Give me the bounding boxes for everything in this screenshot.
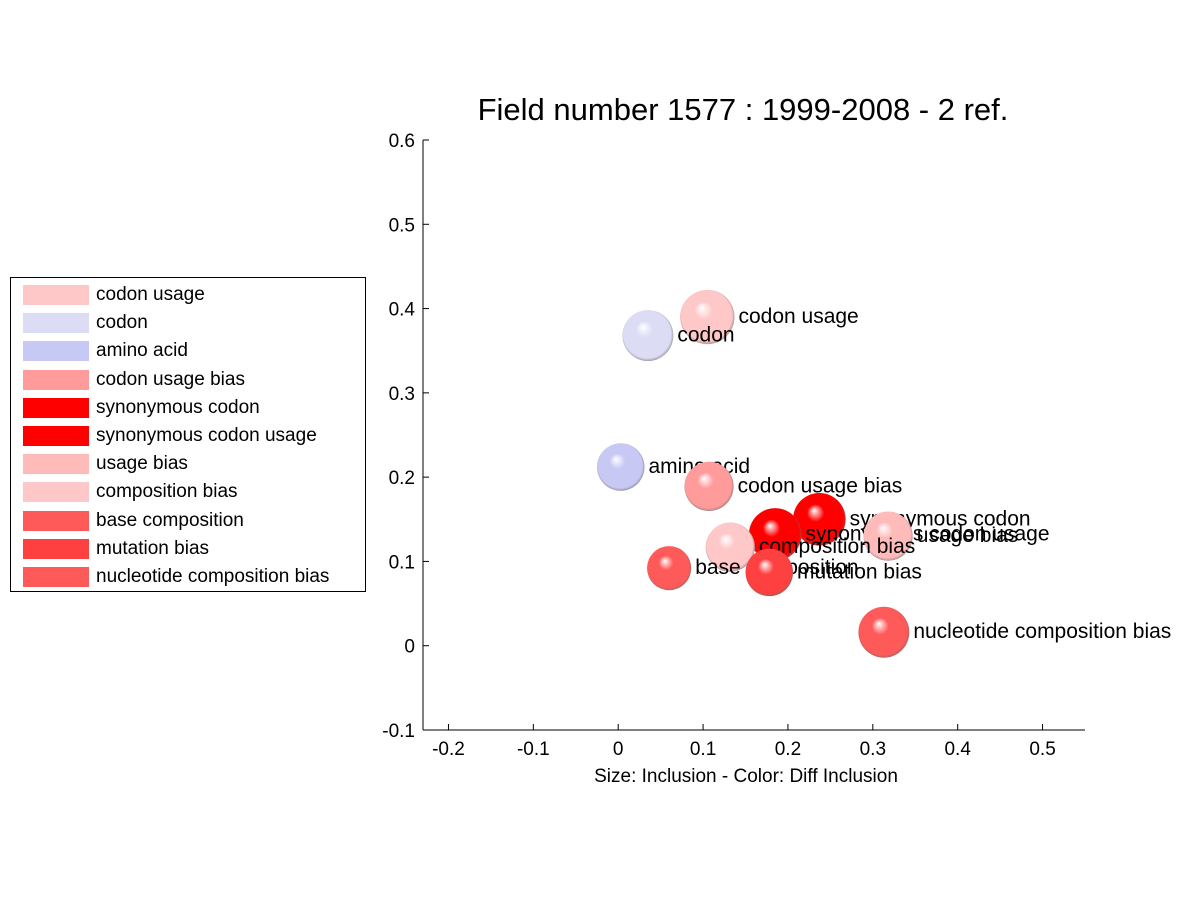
legend-swatch [23,538,89,559]
bubble-point [793,492,846,546]
bubble-point [858,606,910,658]
legend-item: base composition [23,509,244,531]
legend-label: base composition [96,509,244,531]
legend-label: codon usage [96,284,205,305]
y-tick-label: 0.6 [389,131,415,152]
legend-item: codon [23,312,148,334]
plot-axes: -0.2 -0.1 0 0.1 0.2 0.3 0.4 0.5 -0.1 0 0.1 0.2 0.3 0.… [382,131,1085,760]
legend-swatch [23,285,89,305]
x-tick-label: 0 [613,739,624,760]
bubble-label: composition bias [759,535,915,558]
x-tick-label: 0.5 [1029,739,1055,760]
chart-legend: codon usage codon amino acid codon usage bi… [10,277,366,592]
legend-swatch [23,369,89,390]
y-tick-label: 0.3 [389,384,415,405]
x-axis-label: Size: Inclusion - Color: Diff Inclusion [594,766,898,787]
legend-item: composition bias [23,481,238,503]
bubble-point [748,508,802,561]
legend-item: synonymous codon [23,396,260,418]
legend-label: nucleotide composition bias [96,566,330,587]
x-tick-label: 0.1 [690,739,716,760]
legend-swatch [23,482,89,503]
legend-label: composition bias [96,481,238,503]
bubble-point [684,461,734,512]
legend-swatch [23,397,89,418]
legend-swatch [23,567,89,587]
bubble-point [647,546,692,591]
y-tick-label: 0.2 [389,468,415,489]
legend-item: codon usage bias [23,368,245,390]
legend-item: codon usage [23,284,205,305]
legend-label: mutation bias [96,537,210,559]
legend-swatch [23,426,89,446]
legend-item: nucleotide composition bias [23,566,330,587]
bubble-label: codon usage [738,305,858,328]
legend-label: amino acid [96,340,188,362]
y-tick-label: 0.1 [389,552,415,573]
bubble-label: nucleotide composition bias [913,620,1171,643]
x-tick-label: -0.1 [517,739,550,760]
legend-item: synonymous codon usage [23,425,317,446]
legend-label: synonymous codon [96,396,260,418]
legend-swatch [23,313,89,334]
legend-label: codon [96,312,148,334]
bubble-point [596,443,645,491]
y-tick-label: -0.1 [382,721,415,742]
x-tick-label: 0.2 [775,739,801,760]
legend-item: amino acid [23,340,188,362]
bubble-label: codon [677,324,734,347]
bubble-label: usage bias [917,524,1019,547]
legend-swatch [23,341,89,362]
bubble-label: mutation bias [797,560,922,583]
bubble-point [705,522,755,572]
y-tick-label: 0 [404,637,415,658]
bubble-label: codon usage bias [738,474,903,497]
legend-label: codon usage bias [96,368,245,390]
legend-item: usage bias [23,453,188,475]
x-tick-label: -0.2 [432,739,465,760]
bubble-point [622,310,674,362]
bubble-point [680,289,735,345]
bubble-point [745,548,794,597]
y-tick-label: 0.4 [389,300,416,321]
legend-swatch [23,510,89,531]
legend-item: mutation bias [23,537,210,559]
chart-title: Field number 1577 : 1999-2008 - 2 ref. [478,92,1009,127]
bubble-point [863,511,913,561]
legend-swatch [23,454,89,475]
legend-label: usage bias [96,453,188,475]
legend-label: synonymous codon usage [96,425,317,446]
x-tick-label: 0.3 [860,739,886,760]
x-tick-label: 0.4 [944,739,971,760]
y-tick-label: 0.5 [389,215,415,236]
